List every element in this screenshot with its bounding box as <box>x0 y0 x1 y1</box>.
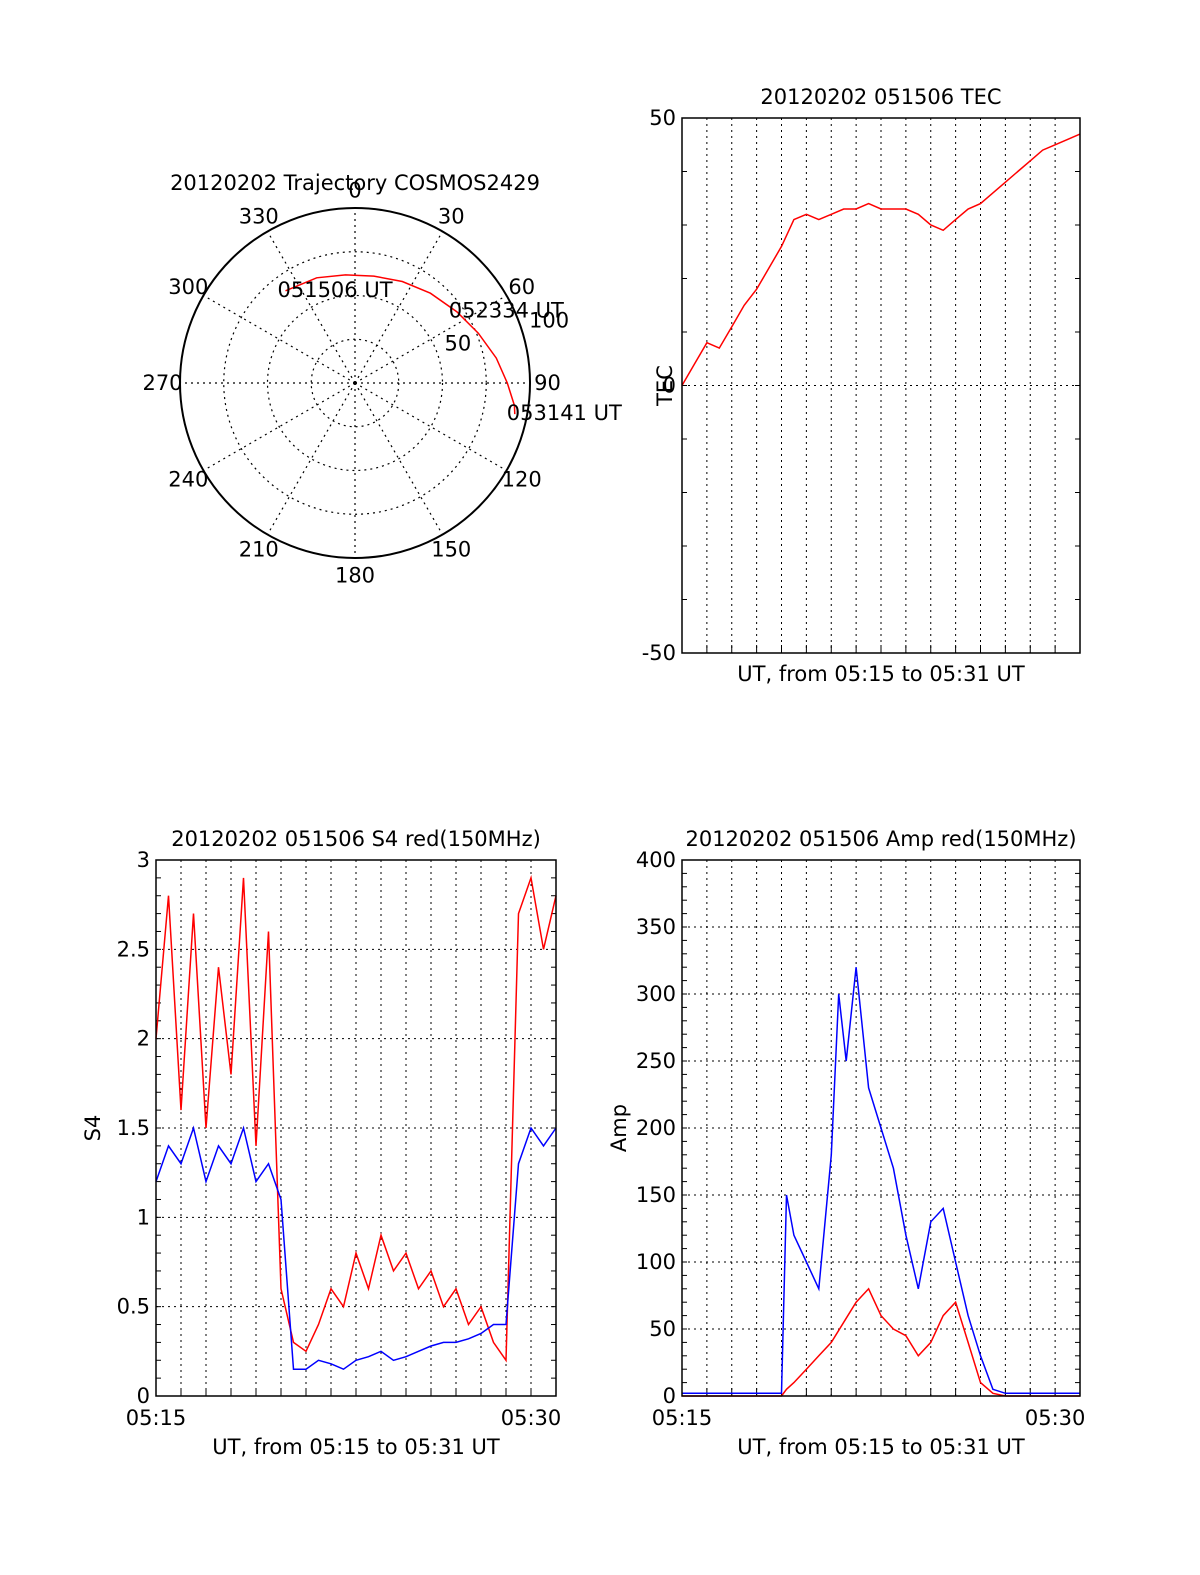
s4-ytick-label: 2 <box>137 1027 150 1051</box>
amp-ylabel: Amp <box>607 1104 631 1152</box>
azimuth-label: 120 <box>502 467 542 491</box>
s4-title: 20120202 051506 S4 red(150MHz) <box>171 827 541 851</box>
amp-xtick-label: 05:15 <box>652 1406 713 1430</box>
amp-ytick-label: 0 <box>663 1384 676 1408</box>
trajectory-annotation: 052334 UT <box>449 299 564 323</box>
s4-xlabel: UT, from 05:15 to 05:31 UT <box>212 1435 500 1459</box>
amp-xlabel: UT, from 05:15 to 05:31 UT <box>737 1435 1025 1459</box>
trajectory-line <box>285 274 516 415</box>
tec-frame <box>681 117 1081 654</box>
s4-frame <box>155 859 557 1397</box>
radial-label: 50 <box>445 331 472 355</box>
amp-ytick-label: 150 <box>636 1183 676 1207</box>
azimuth-label: 0 <box>348 179 361 203</box>
azimuth-label: 60 <box>508 275 535 299</box>
radial-label: 100 <box>529 309 569 333</box>
tec-series-line <box>681 133 1081 386</box>
amp-ytick-label: 50 <box>649 1317 676 1341</box>
azimuth-label: 180 <box>335 564 375 588</box>
amp-frame <box>681 859 1081 1397</box>
trajectory-annotation: 051506 UT <box>277 278 392 302</box>
s4-ylabel: S4 <box>81 1115 105 1142</box>
tec-title: 20120202 051506 TEC <box>760 85 1001 109</box>
s4-ytick-label: 1.5 <box>117 1116 150 1140</box>
azimuth-label: 150 <box>431 538 471 562</box>
azimuth-label: 270 <box>142 371 182 395</box>
s4-xtick-label: 05:15 <box>126 1406 187 1430</box>
polar-spoke <box>354 294 507 384</box>
polar-spoke <box>354 231 444 384</box>
s4-ytick-label: 1 <box>137 1205 150 1229</box>
trajectory-annotation: 053141 UT <box>507 401 622 425</box>
s4-ytick-label: 3 <box>137 848 150 872</box>
azimuth-label: 300 <box>168 275 208 299</box>
polar-grid-circle <box>266 294 444 472</box>
s4-series-line <box>155 874 557 1363</box>
tec-xlabel: UT, from 05:15 to 05:31 UT <box>737 662 1025 686</box>
amp-xtick-label: 05:30 <box>1025 1406 1086 1430</box>
azimuth-label: 210 <box>239 538 279 562</box>
polar-grid-circle <box>223 251 487 515</box>
polar-spoke <box>266 382 356 535</box>
amp-plot: 20120202 051506 Amp red(150MHz) 0 50 100 150… <box>607 827 1085 1459</box>
amp-ytick-label: 300 <box>636 982 676 1006</box>
tec-ytick-label: -50 <box>642 641 676 665</box>
amp-ytick-label: 350 <box>636 915 676 939</box>
amp-title: 20120202 051506 Amp red(150MHz) <box>685 827 1076 851</box>
amp-ytick-label: 400 <box>636 848 676 872</box>
s4-ytick-label: 0.5 <box>117 1295 150 1319</box>
polar-title: 20120202 Trajectory COSMOS2429 <box>170 171 540 195</box>
azimuth-label: 30 <box>438 204 465 228</box>
s4-series-line <box>155 1125 557 1371</box>
tec-plot: 20120202 051506 TEC 50 0 -50 UT, from 05:15 … <box>642 85 1081 686</box>
polar-spoke <box>203 382 356 472</box>
amp-ytick-label: 200 <box>636 1116 676 1140</box>
s4-plot: 20120202 051506 S4 red(150MHz) 0 0.5 1 1.5 2 2… <box>81 827 561 1459</box>
tec-ytick-label: 50 <box>649 106 676 130</box>
amp-series-line <box>682 967 1080 1395</box>
azimuth-label: 90 <box>534 371 561 395</box>
azimuth-label: 330 <box>239 204 279 228</box>
amp-ytick-label: 250 <box>636 1049 676 1073</box>
s4-ytick-label: 0 <box>137 1384 150 1408</box>
tec-ylabel: TEC <box>653 365 677 407</box>
tec-ytick-label: 0 <box>663 374 676 398</box>
amp-ytick-label: 100 <box>636 1250 676 1274</box>
s4-ytick-label: 2.5 <box>117 937 150 961</box>
azimuth-label: 240 <box>168 467 208 491</box>
s4-xtick-label: 05:30 <box>501 1406 562 1430</box>
polar-spoke <box>203 294 356 384</box>
polar-spoke <box>266 231 356 384</box>
polar-spoke <box>354 382 507 472</box>
polar-spoke <box>354 382 444 535</box>
